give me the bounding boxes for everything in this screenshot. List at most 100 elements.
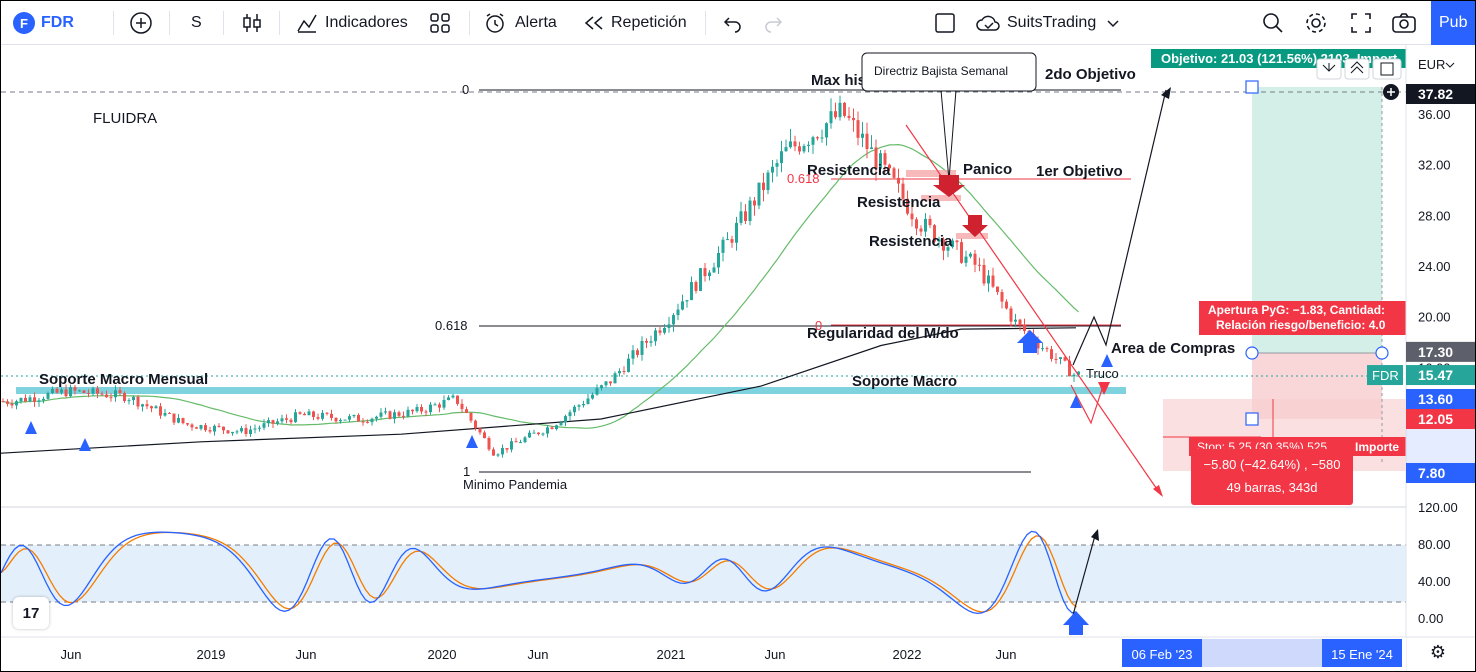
candle-body [645,340,648,343]
projection-arrow[interactable] [1072,89,1167,366]
candle-body [433,404,437,406]
candle-body [181,417,185,424]
settings-button[interactable] [1304,1,1328,45]
price-tick-label: 20.00 [1418,310,1451,325]
candle-body [339,420,342,422]
candle-body [6,401,9,404]
candle-body [658,330,662,333]
chart-type-button[interactable] [241,1,263,45]
candle-body [946,247,950,251]
fluidra-logo-icon: F [13,12,35,34]
symbol-search[interactable]: F FDR [13,1,74,45]
alert-label: Alerta [515,14,557,31]
candle-body [177,417,180,423]
candle-body [1041,348,1044,350]
plot-area[interactable] [1,80,1406,635]
candle-body [1009,308,1013,322]
gear-icon[interactable]: ⚙ [1429,642,1447,662]
price-label-badge [1406,409,1475,429]
grid-icon [430,13,450,33]
candle-body [537,432,540,435]
time-tick-label: Jun [528,647,549,662]
candle-body [901,183,905,199]
candle-body [942,239,945,251]
oscillator-band [1,545,1406,602]
candle-body [1059,357,1062,360]
time-tick-label: 2019 [197,647,226,662]
fullscreen-toggle[interactable] [933,1,957,45]
candle-body [820,137,824,139]
candle-body [654,330,657,342]
oscillator-tick-label: 120.00 [1418,500,1458,515]
candle-body [649,341,653,343]
candle-body [924,218,927,232]
price-axis[interactable]: EUR 36.0032.0028.0024.0020.0016.0012.008… [1367,45,1476,672]
candle-body [775,163,779,167]
measure-line1: −5.80 (−42.64%) , −580 [1204,457,1341,472]
layouts-button[interactable] [429,1,451,45]
candle-body [1023,324,1026,332]
candle-body [906,198,909,214]
candle-body [1000,292,1004,302]
price-chart[interactable]: FLUIDRA Max historico Directriz Bajista … [1,45,1476,672]
candle-body [10,403,14,406]
candle-body [888,164,891,169]
candles-icon [243,14,261,32]
candle-body [960,242,963,263]
snapshot-button[interactable] [1391,1,1417,45]
candle-body [411,409,414,412]
indicators-button[interactable]: Indicadores [295,1,408,45]
candle-body [559,422,563,426]
candle-body [771,166,774,173]
candle-body [87,392,90,394]
candle-body [321,412,324,419]
candle-body [510,441,513,450]
candle-body [964,256,968,263]
alarm-clock-icon [486,13,504,33]
candle-body [735,222,738,243]
candle-body [379,412,383,417]
replay-button[interactable]: Repetición [583,1,687,45]
interval-button[interactable]: S [191,14,202,31]
publish-button[interactable]: Pub [1431,1,1475,45]
candle-body [856,120,860,138]
redo-button[interactable] [763,1,785,45]
candle-body [577,405,581,407]
tradingview-logo-icon[interactable]: 17 [13,597,49,629]
indicators-icon [297,14,317,33]
candle-body [132,396,135,401]
candle-body [388,411,392,419]
layout-save-button[interactable]: SuitsTrading [975,1,1122,45]
candle-body [762,182,765,191]
candle-body [289,419,293,423]
candle-body [118,390,122,393]
fullscreen-button[interactable] [1349,1,1373,45]
price-label-text: 13.60 [1418,391,1453,407]
undo-button[interactable] [721,1,743,45]
candle-body [442,399,446,408]
oscillator-tick-label: 0.00 [1418,611,1443,626]
candle-body [928,218,932,226]
candle-body [253,428,257,430]
search-icon [1263,13,1283,33]
candle-body [703,268,707,277]
candle-body [667,324,671,328]
candle-body [528,432,531,438]
candle-body [438,404,441,408]
candle-body [951,240,954,248]
candle-body [582,403,585,406]
oscillator-tick-label: 80.00 [1418,537,1451,552]
price-label-text: 37.82 [1418,86,1453,102]
candle-body [726,239,729,241]
candle-body [330,413,333,418]
candle-body [78,390,81,392]
candle-body [154,406,158,409]
candle-body [325,412,329,414]
add-symbol-button[interactable] [129,1,153,45]
alert-button[interactable]: Alerta [483,1,557,45]
position-tool-labels[interactable]: Objetivo: 21.03 (121.56%) 2103, Import A… [1151,49,1406,505]
time-axis[interactable]: Jun2019Jun2020Jun2021Jun2022JunJun 06 Fe… [1,636,1476,672]
currency-label: EUR [1418,57,1445,72]
candle-body [415,406,419,412]
search-button[interactable] [1261,1,1285,45]
